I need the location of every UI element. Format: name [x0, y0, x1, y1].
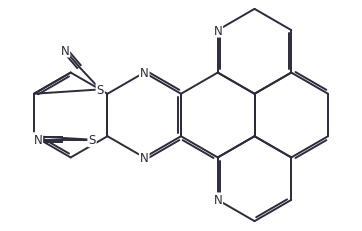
- Text: N: N: [60, 44, 69, 57]
- Text: N: N: [33, 134, 42, 146]
- Text: N: N: [213, 194, 222, 207]
- Text: N: N: [140, 67, 149, 80]
- Text: N: N: [140, 151, 149, 164]
- Text: S: S: [88, 134, 96, 146]
- Text: S: S: [97, 84, 104, 97]
- Text: N: N: [213, 24, 222, 37]
